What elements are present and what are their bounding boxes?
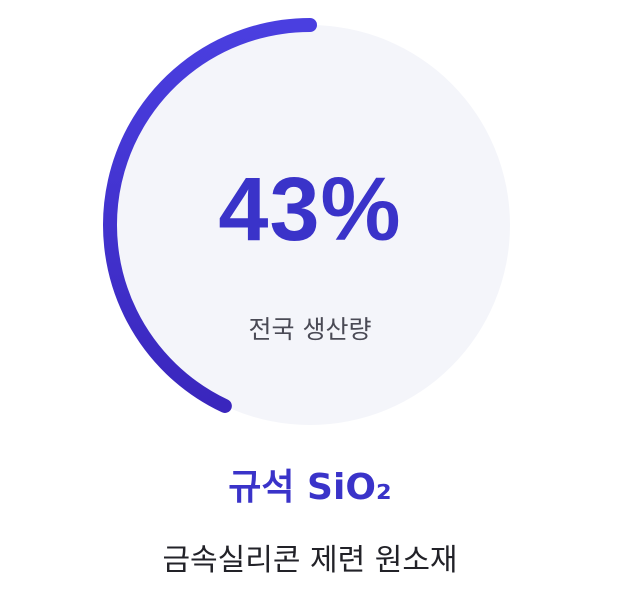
gauge-label: 전국 생산량 [248, 315, 372, 344]
gauge-track [110, 25, 510, 425]
item-subtitle: 금속실리콘 제련 원소재 [162, 543, 458, 578]
progress-gauge: 43% 전국 생산량 [100, 15, 520, 435]
gauge-ring [103, 18, 510, 425]
item-title: 규석 SiO₂ [228, 467, 392, 508]
gauge-percent: 43% [218, 160, 402, 260]
gauge-progress-arc [103, 18, 317, 413]
